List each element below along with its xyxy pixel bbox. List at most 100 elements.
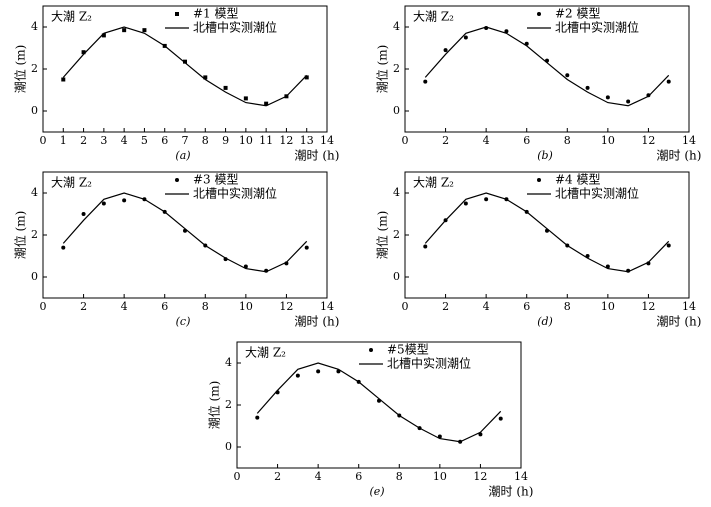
legend-label: #4 模型	[555, 173, 601, 187]
model-point	[101, 201, 106, 206]
x-tick-label: 14	[320, 300, 334, 313]
y-tick-label: 2	[225, 398, 232, 411]
x-axis-label: 潮时 (h)	[489, 484, 534, 499]
panel-title: 大潮 Z₂	[51, 9, 92, 24]
model-point	[183, 59, 187, 64]
x-tick-label: 4	[483, 134, 490, 147]
x-tick-label: 10	[239, 300, 253, 313]
x-tick-label: 0	[234, 470, 241, 483]
legend-label: #1 模型	[193, 7, 239, 21]
model-point	[81, 50, 86, 55]
y-tick-label: 4	[31, 186, 38, 199]
legend-label: 北槽中实测潮位	[387, 356, 471, 371]
model-point	[203, 75, 208, 80]
model-point	[666, 79, 671, 84]
caption: (e)	[369, 485, 384, 498]
series-line	[62, 192, 308, 273]
model-point	[61, 77, 66, 82]
model-point	[585, 85, 590, 90]
x-tick-label: 0	[40, 134, 47, 147]
model-point	[223, 85, 228, 90]
x-tick-label: 14	[320, 134, 334, 147]
x-axis-label: 潮时 (h)	[657, 148, 702, 163]
y-tick-label: 2	[31, 62, 38, 75]
x-tick-label: 6	[523, 300, 530, 313]
model-point	[666, 243, 671, 248]
legend-label: #5模型	[387, 343, 429, 357]
y-axis-label: 潮位 (m)	[13, 45, 28, 94]
model-point	[243, 96, 248, 101]
series-line	[62, 26, 308, 107]
caption: (a)	[175, 149, 190, 162]
caption: (c)	[176, 315, 191, 328]
x-tick-label: 2	[442, 300, 449, 313]
y-axis-label: 潮位 (m)	[13, 211, 28, 260]
x-tick-label: 5	[141, 134, 148, 147]
x-tick-label: 3	[100, 134, 107, 147]
model-point	[626, 99, 631, 104]
y-tick-label: 2	[393, 228, 400, 241]
model-point	[443, 48, 448, 53]
x-tick-label: 12	[279, 300, 293, 313]
y-tick-label: 4	[393, 186, 400, 199]
legend-label: 北槽中实测潮位	[193, 186, 277, 201]
y-tick-label: 2	[393, 62, 400, 75]
series-line	[424, 192, 670, 273]
x-tick-label: 10	[433, 470, 447, 483]
model-point	[484, 197, 489, 202]
x-tick-label: 10	[239, 134, 253, 147]
x-tick-label: 10	[601, 134, 615, 147]
x-tick-label: 8	[202, 134, 209, 147]
legend-label: 北槽中实测潮位	[193, 20, 277, 35]
model-point	[423, 79, 428, 84]
y-tick-label: 0	[225, 440, 232, 453]
x-tick-label: 8	[564, 300, 571, 313]
x-axis-label: 潮时 (h)	[295, 314, 340, 329]
legend-label: 北槽中实测潮位	[555, 186, 639, 201]
model-point	[565, 73, 570, 78]
panel-title: 大潮 Z₂	[413, 175, 454, 190]
model-point	[264, 101, 269, 106]
model-point	[463, 201, 468, 206]
y-tick-label: 0	[31, 270, 38, 283]
legend-swatch	[537, 178, 541, 182]
model-point	[304, 75, 309, 80]
x-tick-label: 6	[355, 470, 362, 483]
x-tick-label: 6	[523, 134, 530, 147]
model-point	[255, 415, 260, 420]
x-tick-label: 2	[274, 470, 281, 483]
y-axis-label: 潮位 (m)	[207, 381, 222, 430]
x-tick-label: 0	[40, 300, 47, 313]
x-tick-label: 4	[315, 470, 322, 483]
model-point	[122, 28, 127, 33]
x-tick-label: 2	[442, 134, 449, 147]
model-point	[498, 416, 503, 421]
x-tick-label: 4	[483, 300, 490, 313]
legend-swatch	[537, 12, 541, 16]
model-point	[142, 28, 147, 33]
x-tick-label: 4	[121, 300, 128, 313]
x-tick-label: 1	[60, 134, 67, 147]
y-tick-label: 2	[31, 228, 38, 241]
x-tick-label: 12	[279, 134, 293, 147]
plot-frame	[236, 341, 522, 469]
y-tick-label: 0	[393, 270, 400, 283]
x-tick-label: 9	[222, 134, 229, 147]
x-tick-label: 12	[473, 470, 487, 483]
x-tick-label: 13	[300, 134, 314, 147]
series-line	[256, 362, 502, 443]
x-axis-label: 潮时 (h)	[657, 314, 702, 329]
x-tick-label: 0	[402, 134, 409, 147]
x-tick-label: 7	[182, 134, 189, 147]
model-point	[605, 95, 610, 100]
plot-frame	[404, 171, 690, 299]
y-tick-label: 0	[31, 104, 38, 117]
model-point	[423, 244, 428, 249]
x-tick-label: 12	[641, 300, 655, 313]
model-point	[101, 33, 106, 38]
legend-label: #2 模型	[555, 7, 601, 21]
model-point	[463, 35, 468, 40]
x-tick-label: 14	[682, 300, 696, 313]
x-tick-label: 0	[402, 300, 409, 313]
x-tick-label: 6	[161, 300, 168, 313]
